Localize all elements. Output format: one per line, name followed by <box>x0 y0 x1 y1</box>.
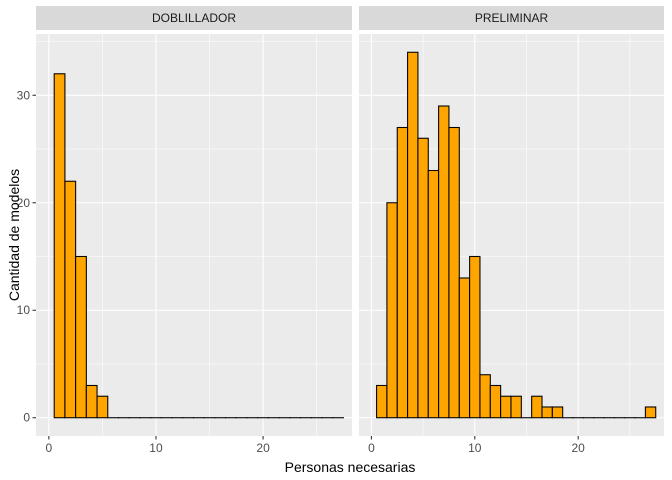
strip-label-preliminar: PRELIMINAR <box>475 11 549 25</box>
y-tick-label: 0 <box>23 411 30 425</box>
strip-background-doblillador <box>36 6 352 30</box>
histogram-bar <box>531 395 543 419</box>
histogram-bar <box>541 406 553 419</box>
bars-preliminar <box>376 51 657 419</box>
histogram-bar <box>644 406 657 419</box>
histogram-bar <box>469 255 481 419</box>
x-tick-labels-preliminar: 0 10 20 <box>368 436 585 455</box>
histogram-bar <box>438 105 450 419</box>
histogram-bar <box>96 395 109 419</box>
histogram-bar <box>427 169 440 419</box>
x-tick-label: 20 <box>256 441 270 455</box>
y-tick-label: 10 <box>17 303 31 317</box>
x-tick-label: 0 <box>368 441 375 455</box>
histogram-bar <box>85 384 98 419</box>
x-tick-label: 10 <box>149 441 163 455</box>
y-axis-title: Cantidad de modelos <box>6 169 22 301</box>
y-tick-labels: 0 10 20 30 <box>17 88 36 425</box>
histogram-bar <box>64 180 77 419</box>
bars-doblillador <box>53 73 344 419</box>
histogram-bar <box>53 73 66 419</box>
x-axis-title: Personas necesarias <box>285 459 416 475</box>
y-tick-label: 20 <box>17 196 31 210</box>
histogram-bar <box>396 126 409 419</box>
x-tick-label: 10 <box>468 441 482 455</box>
x-tick-label: 20 <box>572 441 586 455</box>
histogram-bar <box>458 277 471 419</box>
histogram-bar <box>551 406 564 419</box>
panel-background-doblillador <box>36 34 352 436</box>
x-tick-labels-doblillador: 0 10 20 <box>46 436 270 455</box>
x-tick-label: 0 <box>46 441 53 455</box>
histogram-bar <box>448 126 460 419</box>
histogram-bar <box>500 395 512 419</box>
y-tick-label: 30 <box>17 88 31 102</box>
histogram-bar <box>407 51 419 419</box>
histogram-bar <box>376 384 388 419</box>
histogram-bar <box>386 202 398 419</box>
histogram-bar <box>479 374 491 419</box>
panel-doblillador: DOBLILLADOR 0 10 20 <box>36 6 352 455</box>
histogram-bar <box>75 255 87 419</box>
histogram-bar <box>510 395 522 419</box>
panel-preliminar: PRELIMINAR 0 10 20 <box>359 6 664 455</box>
strip-background-preliminar <box>359 6 664 30</box>
strip-label-doblillador: DOBLILLADOR <box>152 11 236 25</box>
histogram-bar <box>489 384 502 419</box>
histogram-bar <box>417 137 429 419</box>
